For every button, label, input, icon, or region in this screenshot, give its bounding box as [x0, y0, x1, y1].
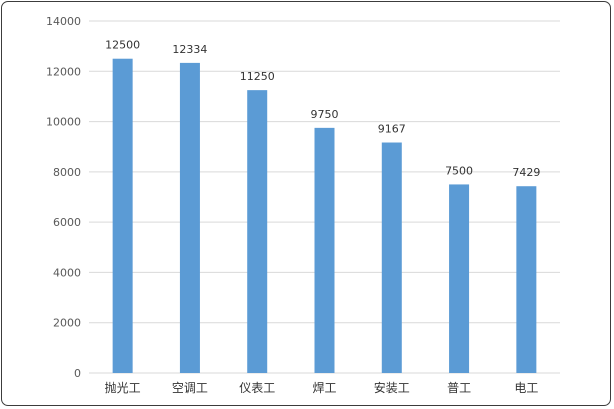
data-label: 12500 — [105, 39, 140, 52]
y-tick-label: 14000 — [46, 15, 81, 28]
bars — [112, 58, 537, 374]
y-axis-ticks: 0 2000 4000 6000 8000 10000 12000 14000 — [46, 15, 81, 380]
x-category-label: 焊工 — [312, 380, 336, 395]
data-label: 12334 — [172, 43, 207, 56]
x-category-label: 普工 — [447, 381, 471, 395]
y-tick-label: 0 — [74, 367, 81, 380]
bar — [179, 62, 200, 373]
x-category-label: 电工 — [514, 381, 538, 395]
bar — [314, 127, 335, 373]
x-category-label: 安装工 — [374, 380, 410, 395]
y-tick-label: 6000 — [53, 216, 81, 229]
y-tick-label: 8000 — [53, 166, 81, 179]
data-label: 7429 — [512, 166, 540, 179]
bar — [449, 184, 470, 373]
y-tick-label: 10000 — [46, 116, 81, 129]
x-category-label: 抛光工 — [105, 380, 141, 395]
bar — [381, 142, 402, 373]
x-axis-categories: 抛光工 空调工 仪表工 焊工 安装工 普工 电工 — [105, 380, 539, 395]
y-tick-label: 2000 — [53, 317, 81, 330]
bar — [112, 58, 133, 373]
x-category-label: 仪表工 — [239, 381, 275, 395]
data-labels: 12500 12334 11250 9750 9167 7500 7429 — [105, 39, 540, 179]
data-label: 7500 — [445, 164, 473, 177]
bar — [247, 90, 268, 374]
data-label: 9167 — [378, 123, 406, 136]
x-category-label: 空调工 — [172, 381, 208, 395]
y-tick-label: 4000 — [53, 266, 81, 279]
data-label: 11250 — [240, 70, 275, 83]
y-tick-label: 12000 — [46, 65, 81, 78]
data-label: 9750 — [311, 108, 339, 121]
bar — [516, 186, 537, 373]
